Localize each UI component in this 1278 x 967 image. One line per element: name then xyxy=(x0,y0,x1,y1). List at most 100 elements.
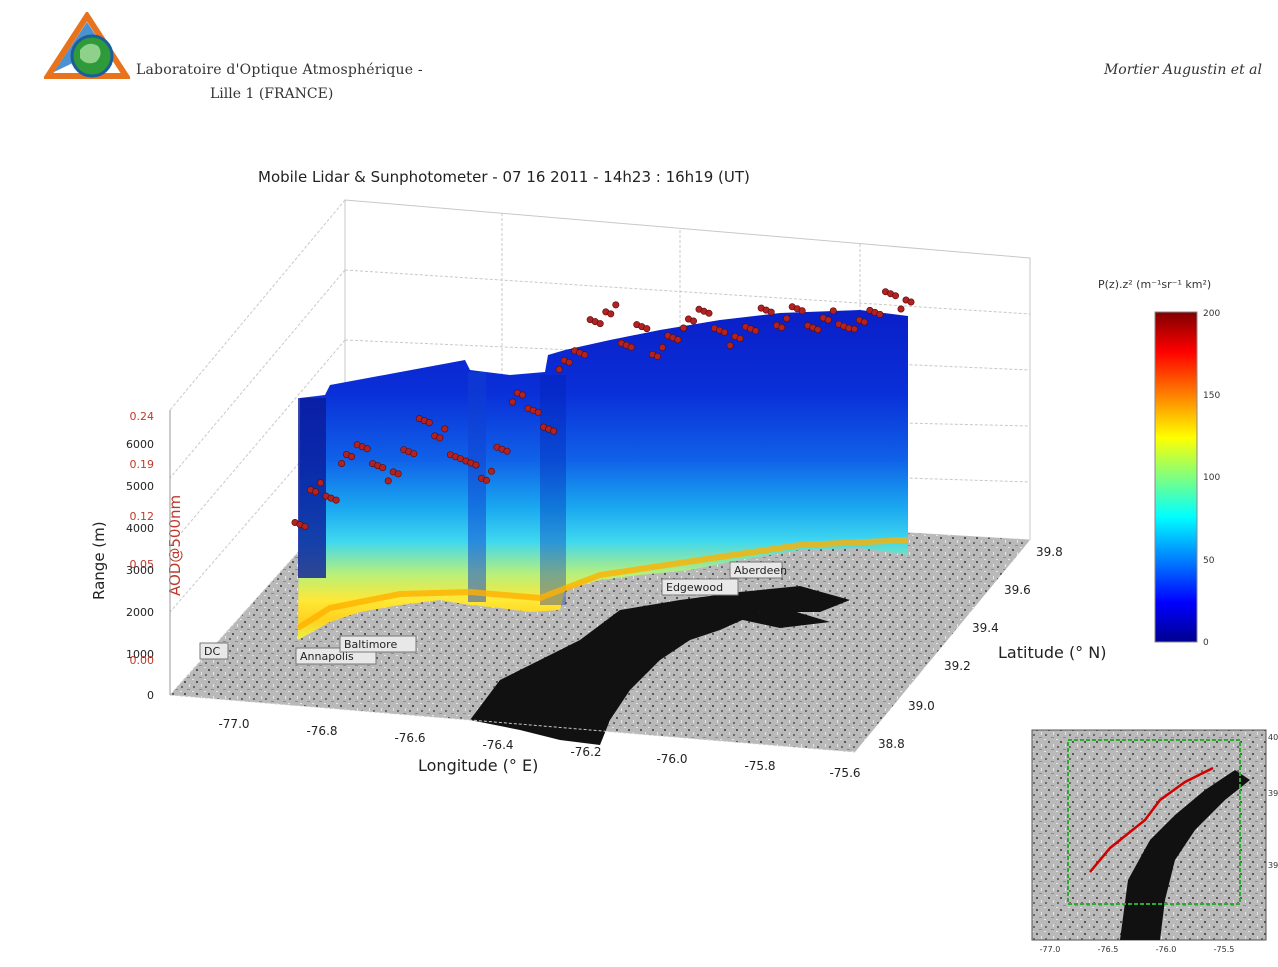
inset-x-tick-2: -76.0 xyxy=(1156,945,1177,954)
aod-point xyxy=(643,325,651,333)
z-tick-1000: 1000 xyxy=(126,648,154,661)
aod-point xyxy=(860,318,868,326)
lidar-curtain xyxy=(296,310,909,640)
x-tick-2: -76.6 xyxy=(394,731,425,745)
z-tick-6000: 6000 xyxy=(126,438,154,451)
aod-tick-0: 0.00 xyxy=(130,654,155,667)
aod-point xyxy=(301,522,309,530)
aod-point xyxy=(897,305,905,313)
aod-point xyxy=(441,425,449,433)
aod-point xyxy=(379,464,387,472)
x-tick-5: -76.0 xyxy=(656,752,687,766)
loa-logo-icon xyxy=(42,10,132,79)
aod-point xyxy=(425,419,433,427)
inset-y-tick-1: 39.5 xyxy=(1268,789,1278,798)
x-tick-7: -75.6 xyxy=(829,766,860,780)
aod-point xyxy=(596,320,604,328)
cb-tick-0: 0 xyxy=(1203,638,1209,648)
map-label-annapolis: Annapolis xyxy=(300,650,354,663)
aod-point xyxy=(752,327,760,335)
cb-tick-200: 200 xyxy=(1203,309,1220,319)
map-label-dc: DC xyxy=(204,645,220,658)
aod-point xyxy=(534,408,542,416)
inset-route xyxy=(1089,766,1214,873)
aod-point xyxy=(487,467,495,475)
inset-x-tick-0: -77.0 xyxy=(1040,945,1061,954)
aod-point xyxy=(565,358,573,366)
x-tick-6: -75.8 xyxy=(744,759,775,773)
map-label-aberdeen: Aberdeen xyxy=(734,564,787,577)
aod-tick-3: 0.19 xyxy=(130,458,155,471)
y-tick-4: 39.6 xyxy=(1004,583,1031,597)
bay-water xyxy=(470,586,850,745)
lab-city: Lille 1 (FRANCE) xyxy=(210,86,334,102)
inset-y-tick-2: 40.0 xyxy=(1268,733,1278,742)
z-tick-3000: 3000 xyxy=(126,564,154,577)
aod-point xyxy=(311,488,319,496)
z-tick-4000: 4000 xyxy=(126,522,154,535)
aod-point xyxy=(824,316,832,324)
aod-point xyxy=(555,365,563,373)
inset-extent-box xyxy=(1067,739,1241,905)
aod-point xyxy=(338,459,346,467)
z-tick-0: 0 xyxy=(147,689,154,702)
colorbar xyxy=(1154,311,1198,643)
longitude-axis: -77.0 -76.8 -76.6 -76.4 -76.2 -76.0 -75.… xyxy=(218,717,860,780)
x-tick-3: -76.4 xyxy=(482,738,513,752)
aod-point xyxy=(363,445,371,453)
y-tick-3: 39.4 xyxy=(972,621,999,635)
x-tick-1: -76.8 xyxy=(306,724,337,738)
z-tick-5000: 5000 xyxy=(126,480,154,493)
aod-point xyxy=(907,298,915,306)
aod-point xyxy=(850,325,858,333)
y-tick-5: 39.8 xyxy=(1036,545,1063,559)
floor-grid xyxy=(169,499,856,753)
aod-dots xyxy=(291,288,915,530)
aod-point xyxy=(658,343,666,351)
longitude-axis-label: Longitude (° E) xyxy=(418,756,538,775)
aod-point xyxy=(720,328,728,336)
aod-point xyxy=(436,434,444,442)
x-tick-4: -76.2 xyxy=(570,745,601,759)
aod-tick-2: 0.12 xyxy=(130,510,155,523)
aod-point xyxy=(689,317,697,325)
lab-name: Laboratoire d'Optique Atmosphérique - xyxy=(136,62,423,78)
aod-tick-1: 0.05 xyxy=(130,558,155,571)
aod-point xyxy=(767,308,775,316)
aod-point xyxy=(876,310,884,318)
aod-point xyxy=(508,398,516,406)
aod-point xyxy=(503,447,511,455)
aod-point xyxy=(705,309,713,317)
aod-point xyxy=(482,476,490,484)
aod-point xyxy=(607,310,615,318)
aod-axis-label: AOD@500nm xyxy=(166,495,184,596)
aod-point xyxy=(384,477,392,485)
y-tick-0: 38.8 xyxy=(878,737,905,751)
aod-point xyxy=(348,452,356,460)
range-axis-label: Range (m) xyxy=(90,521,108,600)
latitude-axis-label: Latitude (° N) xyxy=(998,643,1106,662)
aod-point xyxy=(829,307,837,315)
aod-point xyxy=(798,307,806,315)
latitude-axis: 38.8 39.0 39.2 39.4 39.6 39.8 xyxy=(878,545,1063,751)
aod-axis: 0.00 0.05 0.12 0.19 0.24 xyxy=(130,410,155,667)
aod-point xyxy=(653,352,661,360)
author-tagline: Mortier Augustin et al xyxy=(1103,62,1262,78)
aod-point xyxy=(814,326,822,334)
aod-point xyxy=(581,351,589,359)
lab-logo xyxy=(42,10,132,82)
aod-point xyxy=(783,314,791,322)
inset-y-tick-0: 39.0 xyxy=(1268,861,1278,870)
aod-point xyxy=(674,336,682,344)
y-tick-1: 39.0 xyxy=(908,699,935,713)
colorbar-label: P(z).z² (m⁻¹sr⁻¹ km²) xyxy=(1098,278,1211,291)
z-tick-2000: 2000 xyxy=(126,606,154,619)
inset-x-tick-1: -76.5 xyxy=(1098,945,1119,954)
map-labels: DC Annapolis Baltimore Edgewood Aberdeen xyxy=(199,561,787,665)
aod-point xyxy=(518,391,526,399)
cb-tick-150: 150 xyxy=(1203,391,1220,401)
map-label-edgewood: Edgewood xyxy=(666,581,723,594)
aod-point xyxy=(612,301,620,309)
aod-tick-4: 0.24 xyxy=(130,410,155,423)
